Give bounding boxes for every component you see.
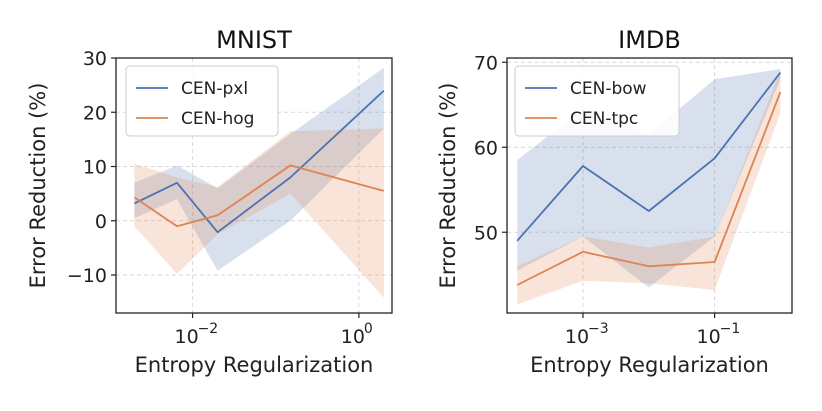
mnist-legend-label-cen-hog: CEN-hog xyxy=(181,109,254,129)
imdb-ytick-label: 70 xyxy=(474,52,498,74)
imdb-y-axis-label: Error Reduction (%) xyxy=(436,83,460,289)
mnist-ytick-label: −10 xyxy=(67,265,107,287)
mnist-plot-frame xyxy=(115,57,393,314)
mnist-cen-hog-line xyxy=(133,164,385,228)
imdb-ytick-label: 50 xyxy=(474,222,498,244)
mnist-xtick-exponent: 0 xyxy=(364,321,373,337)
imdb-xtick-exponent: −1 xyxy=(720,321,741,337)
mnist-xtick-label: 10 xyxy=(341,326,365,348)
mnist-y-axis-label: Error Reduction (%) xyxy=(26,83,50,289)
imdb-legend-label-cen-bow: CEN-bow xyxy=(570,79,647,99)
mnist-ytick-label: 20 xyxy=(83,102,107,124)
mnist-xtick-label: 10 xyxy=(174,326,198,348)
mnist-ytick-label: 30 xyxy=(83,48,107,70)
imdb-title: IMDB xyxy=(618,26,681,54)
mnist-cen-pxl-line xyxy=(134,89,385,234)
imdb-xtick-exponent: −3 xyxy=(588,321,609,337)
mnist-ytick-label: 0 xyxy=(95,211,107,233)
imdb-xtick-label: 10 xyxy=(565,326,589,348)
imdb-legend-label-cen-tpc: CEN-tpc xyxy=(570,109,638,129)
imdb-cen-tpc-band xyxy=(517,70,781,305)
mnist-xtick-exponent: −2 xyxy=(198,321,219,337)
imdb-ytick-label: 60 xyxy=(474,137,498,159)
mnist-ytick-label: 10 xyxy=(83,157,107,179)
imdb-cen-tpc-line xyxy=(516,91,782,286)
imdb-x-axis-label: Entropy Regularization xyxy=(530,353,769,377)
mnist-x-axis-label: Entropy Regularization xyxy=(135,353,374,377)
imdb-xtick-label: 10 xyxy=(697,326,721,348)
mnist-legend: CEN-pxl CEN-hog xyxy=(125,65,279,137)
mnist-cen-hog-band xyxy=(134,128,384,298)
imdb-plot-frame xyxy=(506,57,793,314)
mnist-legend-label-cen-pxl: CEN-pxl xyxy=(181,79,248,99)
mnist-title: MNIST xyxy=(216,26,292,54)
imdb-cen-bow-line xyxy=(516,71,782,242)
imdb-legend: CEN-bow CEN-tpc xyxy=(514,65,680,137)
